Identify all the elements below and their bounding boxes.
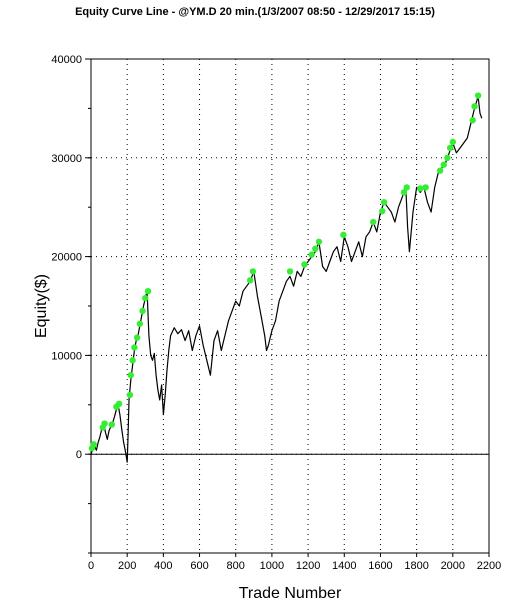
equity-high-marker bbox=[126, 391, 134, 399]
y-tick-label: 20000 bbox=[51, 252, 82, 264]
equity-high-marker bbox=[469, 117, 476, 124]
equity-high-markers bbox=[88, 92, 482, 452]
equity-high-marker bbox=[108, 421, 116, 428]
x-tick-label: 200 bbox=[118, 560, 136, 572]
x-tick-label: 600 bbox=[190, 560, 208, 572]
x-tick-label: 2000 bbox=[441, 560, 465, 572]
equity-high-marker bbox=[417, 185, 424, 192]
x-tick-label: 0 bbox=[88, 560, 94, 572]
equity-high-marker bbox=[133, 334, 141, 341]
equity-high-marker bbox=[249, 268, 257, 275]
equity-high-marker bbox=[444, 154, 451, 161]
equity-high-marker bbox=[340, 231, 347, 239]
x-tick-label: 1800 bbox=[404, 560, 428, 572]
equity-high-marker bbox=[440, 161, 447, 168]
equity-high-marker bbox=[379, 207, 386, 215]
y-tick-label: 40000 bbox=[51, 54, 82, 66]
x-tick-label: 800 bbox=[227, 560, 245, 572]
x-axis-title: Trade Number bbox=[239, 585, 342, 602]
equity-high-marker bbox=[286, 268, 294, 275]
equity-high-marker bbox=[400, 189, 408, 196]
equity-high-marker bbox=[115, 400, 123, 408]
equity-high-marker bbox=[474, 92, 482, 99]
equity-high-marker bbox=[136, 320, 144, 327]
equity-high-marker bbox=[446, 144, 454, 152]
x-tick-label: 2200 bbox=[477, 560, 501, 572]
y-axis-title: Equity($) bbox=[33, 274, 50, 338]
equity-high-marker bbox=[436, 167, 444, 174]
equity-high-marker bbox=[129, 357, 136, 364]
y-tick-label: 10000 bbox=[51, 350, 82, 362]
equity-high-marker bbox=[308, 251, 315, 258]
x-tick-label: 1600 bbox=[368, 560, 392, 572]
equity-high-marker bbox=[312, 245, 319, 252]
equity-high-marker bbox=[422, 184, 429, 191]
axis-ticks: 0 200 400 600 800 1000 1200 1400 1600 1800 2000 220… bbox=[51, 54, 501, 572]
equity-high-marker bbox=[247, 277, 254, 284]
equity-high-marker bbox=[370, 218, 377, 226]
x-tick-label: 1400 bbox=[332, 560, 356, 572]
equity-high-marker bbox=[315, 238, 323, 245]
x-tick-label: 1000 bbox=[260, 560, 284, 572]
equity-high-marker bbox=[142, 294, 149, 302]
equity-high-marker bbox=[101, 420, 108, 427]
x-tick-label: 400 bbox=[154, 560, 172, 572]
plot-area bbox=[90, 58, 490, 554]
y-tick-label: 0 bbox=[76, 449, 82, 461]
equity-high-marker bbox=[90, 441, 97, 448]
equity-high-marker bbox=[144, 287, 152, 295]
chart-title: Equity Curve Line - @YM.D 20 min.(1/3/20… bbox=[75, 6, 435, 18]
equity-high-marker bbox=[403, 184, 410, 191]
equity-high-marker bbox=[301, 261, 308, 268]
equity-high-marker bbox=[131, 344, 138, 351]
equity-high-marker bbox=[449, 138, 457, 146]
equity-high-marker bbox=[127, 371, 134, 379]
equity-high-marker bbox=[139, 307, 146, 315]
x-tick-label: 1200 bbox=[296, 560, 320, 572]
y-tick-label: 30000 bbox=[51, 153, 82, 165]
equity-high-marker bbox=[380, 199, 388, 206]
equity-high-marker bbox=[471, 103, 478, 110]
